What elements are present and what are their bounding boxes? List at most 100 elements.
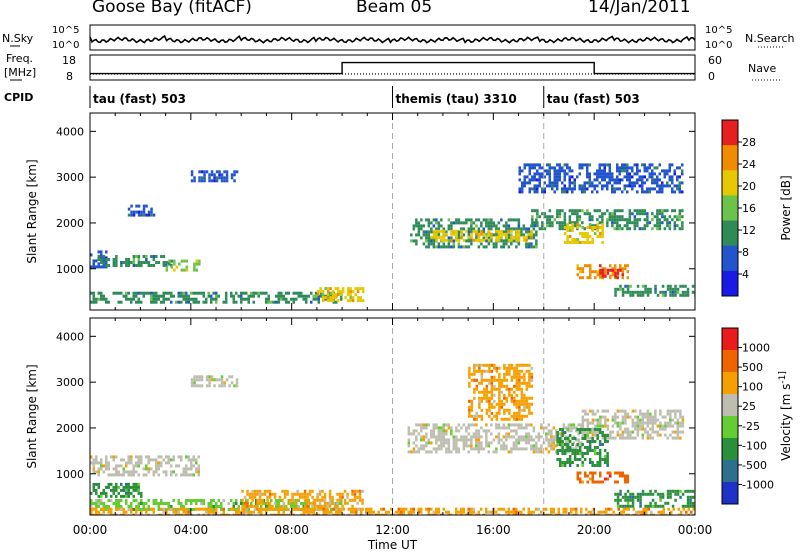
range-cell (137, 458, 140, 462)
range-cell (568, 184, 571, 188)
range-cell (525, 402, 529, 406)
range-cell (97, 291, 100, 295)
range-cell (90, 461, 93, 465)
range-cell (261, 498, 264, 502)
range-cell (450, 432, 453, 436)
range-cell (581, 221, 584, 225)
range-cell (505, 372, 509, 376)
range-cell (591, 430, 595, 434)
range-cell (646, 415, 650, 419)
range-cell (611, 273, 614, 277)
range-cell (317, 513, 320, 515)
range-cell (255, 502, 258, 505)
range-cell (517, 423, 521, 427)
range-cell (525, 242, 528, 246)
range-cell (410, 239, 413, 243)
range-cell (547, 429, 551, 433)
range-cell (132, 291, 135, 295)
range-cell (565, 510, 568, 514)
range-cell (556, 187, 559, 191)
range-cell (447, 218, 451, 222)
range-cell (633, 215, 637, 219)
range-cell (656, 224, 659, 228)
range-cell (626, 433, 630, 437)
range-cell (576, 443, 579, 446)
range-cell (603, 458, 607, 461)
range-cell (646, 287, 650, 291)
range-cell (624, 267, 627, 271)
range-cell (140, 491, 143, 495)
range-cell (609, 436, 612, 440)
range-cell (513, 372, 516, 376)
range-cell (636, 415, 640, 419)
range-cell (305, 510, 308, 514)
range-cell (586, 434, 589, 437)
range-cell (651, 430, 655, 434)
range-cell (616, 187, 619, 191)
range-cell (586, 209, 589, 213)
range-cell (601, 268, 605, 272)
range-cell (578, 452, 582, 455)
range-cell (485, 507, 488, 511)
range-cell (427, 441, 431, 445)
range-cell (576, 241, 579, 244)
range-cell (92, 507, 95, 511)
range-cell (507, 224, 511, 228)
range-cell (603, 169, 606, 173)
range-cell (621, 166, 624, 170)
range-cell (566, 458, 569, 461)
range-cell (140, 510, 143, 514)
range-cell (648, 190, 651, 194)
range-cell (588, 431, 592, 434)
range-cell (568, 166, 571, 170)
range-cell (636, 172, 639, 176)
range-cell (472, 423, 476, 427)
range-cell (283, 495, 287, 499)
range-cell (525, 438, 528, 442)
range-cell (676, 489, 680, 493)
range-cell (652, 513, 655, 515)
range-cell (523, 402, 526, 406)
range-cell (122, 261, 126, 264)
range-cell (518, 372, 521, 376)
range-cell (292, 505, 295, 508)
range-cell (92, 458, 95, 462)
range-cell (492, 245, 496, 249)
range-cell (210, 179, 214, 183)
range-cell (568, 226, 572, 229)
range-cell (460, 227, 463, 231)
range-cell (190, 499, 193, 502)
range-cell (412, 227, 416, 231)
range-cell (356, 501, 359, 505)
range-cell (351, 492, 354, 496)
range-cell (505, 447, 508, 451)
range-cell (445, 441, 448, 445)
range-cell (427, 239, 431, 243)
range-cell (212, 297, 215, 301)
range-cell (460, 221, 463, 225)
range-cell (525, 235, 528, 239)
range-cell (664, 433, 667, 437)
range-cell (435, 238, 438, 242)
range-cell (626, 415, 630, 419)
range-cell (200, 378, 204, 382)
range-cell (558, 464, 562, 467)
range-cell (618, 224, 622, 228)
range-cell (510, 423, 513, 427)
range-cell (507, 233, 511, 237)
range-cell (326, 299, 330, 303)
colorbar-tick-label: 4 (742, 268, 749, 281)
range-cell (302, 507, 305, 511)
range-cell (502, 239, 506, 243)
range-cell (268, 489, 272, 493)
range-cell (669, 287, 672, 291)
range-cell (502, 230, 506, 234)
range-cell (297, 505, 300, 508)
range-cell (445, 438, 448, 442)
range-cell (182, 467, 185, 471)
range-cell (455, 426, 458, 430)
range-cell (467, 507, 470, 511)
range-cell (598, 443, 602, 446)
range-cell (606, 418, 610, 422)
range-cell (442, 429, 446, 433)
